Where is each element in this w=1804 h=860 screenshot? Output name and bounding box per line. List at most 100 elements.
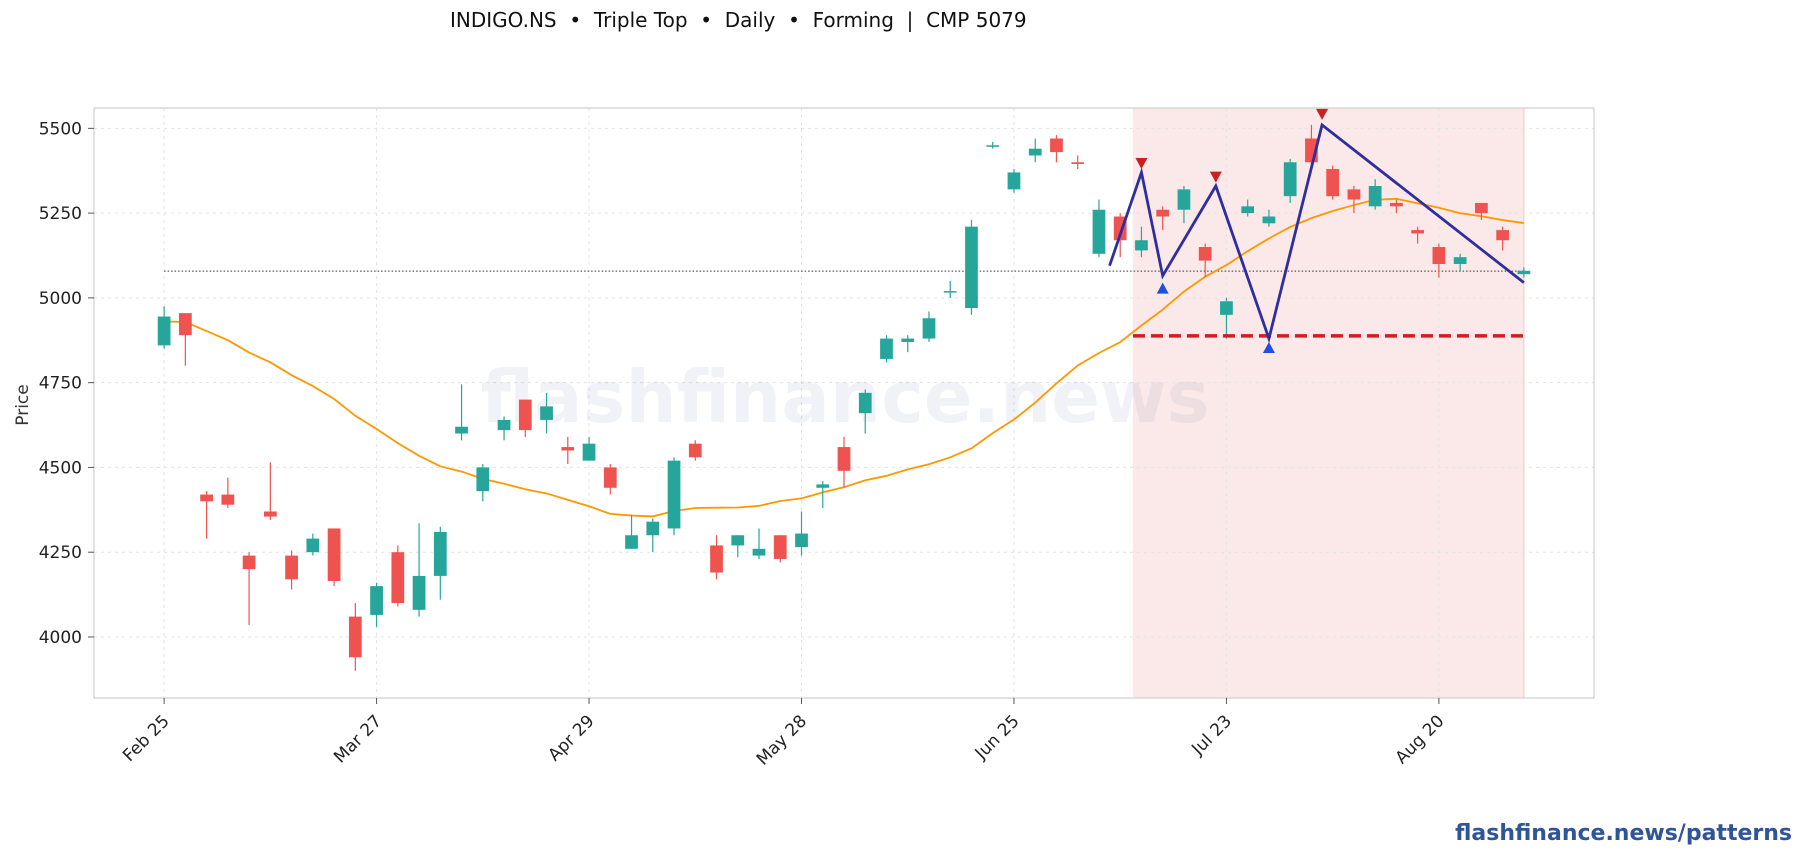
candle-body: [667, 460, 681, 529]
top-marker-icon: [1316, 108, 1329, 120]
candle: [1007, 169, 1021, 193]
x-tick-label: Jul 23: [1188, 711, 1236, 759]
footer-brand-link[interactable]: flashfinance.news/patterns: [1455, 821, 1792, 846]
candle: [1135, 226, 1148, 258]
candle-body: [306, 538, 320, 553]
candle: [731, 535, 745, 558]
candle-body: [710, 545, 723, 573]
candle: [1347, 185, 1361, 214]
candle-body: [263, 511, 277, 517]
candle: [1028, 138, 1042, 163]
candle-body: [1411, 230, 1425, 234]
candle-body: [433, 531, 447, 576]
candle: [1156, 206, 1170, 231]
candle: [433, 526, 447, 600]
y-tick-label: 5250: [39, 204, 82, 224]
x-tick-label: Apr 29: [545, 711, 599, 765]
candle: [242, 552, 256, 626]
pivot-markers-layer: [1135, 108, 1329, 353]
watermark: flashfinance.news: [481, 355, 1210, 439]
pattern-zone-layer: [1132, 108, 1525, 698]
y-tick-label: 5500: [39, 119, 82, 139]
candle-body: [476, 467, 490, 492]
candle-body: [1496, 230, 1510, 241]
pattern-zigzag-line: [1108, 122, 1525, 344]
candle: [837, 436, 851, 488]
candle: [518, 399, 532, 437]
candle: [1390, 199, 1403, 214]
candle: [1496, 226, 1510, 251]
candle-body: [285, 555, 298, 580]
candle: [773, 535, 787, 563]
candle: [901, 335, 915, 353]
candle: [710, 535, 723, 580]
candle: [1220, 297, 1233, 339]
candle-body: [1283, 162, 1297, 197]
x-tick-label: Feb 25: [119, 711, 174, 766]
candle: [1241, 199, 1255, 217]
candle: [1517, 267, 1531, 278]
candle-body: [348, 616, 362, 658]
candle-body: [752, 548, 766, 556]
candle-body: [1432, 247, 1446, 264]
x-tick-label: Mar 27: [330, 711, 386, 767]
candle: [1432, 243, 1446, 278]
candle-body: [837, 447, 851, 471]
pattern-layer: [1108, 122, 1525, 344]
candle: [1177, 185, 1191, 224]
candle: [603, 464, 617, 495]
candle: [1262, 209, 1276, 227]
candle-body: [1241, 206, 1255, 214]
top-marker-icon: [1135, 158, 1148, 170]
candle-body: [688, 443, 702, 458]
candle-body: [965, 226, 978, 309]
candle-body: [1390, 202, 1403, 207]
pattern-zone: [1132, 108, 1524, 698]
candle: [1092, 199, 1106, 258]
y-tick-label: 4250: [39, 543, 82, 563]
candle: [922, 311, 936, 342]
candle-body: [1198, 247, 1212, 261]
candle: [880, 335, 893, 363]
candle-body: [1475, 202, 1488, 214]
candle-body: [795, 533, 808, 548]
candle: [348, 603, 362, 671]
candle-body: [646, 521, 660, 536]
bottom-marker-icon: [1156, 282, 1169, 294]
candle-body: [858, 392, 872, 414]
candle: [157, 306, 171, 349]
candle-body: [1071, 162, 1085, 164]
candle-body: [1028, 148, 1042, 156]
candle: [667, 457, 681, 536]
candle: [1050, 135, 1063, 163]
y-axis-label: Price: [13, 384, 33, 425]
candle-body: [455, 426, 468, 434]
candle: [285, 550, 298, 590]
candle: [1453, 253, 1467, 271]
candle: [688, 440, 702, 461]
candle-body: [540, 406, 553, 420]
candle-body: [1368, 185, 1382, 207]
candle-body: [1092, 209, 1106, 254]
candle-body: [178, 313, 192, 336]
x-tick-label: Aug 20: [1392, 711, 1449, 768]
candle-body: [1177, 189, 1191, 210]
candles-layer: [157, 124, 1531, 671]
bottom-marker-icon: [1262, 341, 1275, 353]
candle: [178, 313, 192, 366]
y-tick-label: 4000: [39, 628, 82, 648]
candle: [582, 436, 596, 461]
plot-frame: [93, 107, 1595, 699]
candle: [816, 480, 830, 509]
candle-body: [1220, 301, 1233, 315]
candle: [306, 533, 320, 556]
y-tick-label: 5000: [39, 289, 82, 309]
candle-body: [922, 318, 936, 339]
candle-body: [412, 575, 426, 610]
candle-body: [1326, 169, 1340, 197]
candle: [412, 523, 426, 617]
candle: [1198, 243, 1212, 278]
candle: [476, 464, 490, 502]
candle: [625, 514, 638, 549]
candle-body: [242, 555, 256, 570]
